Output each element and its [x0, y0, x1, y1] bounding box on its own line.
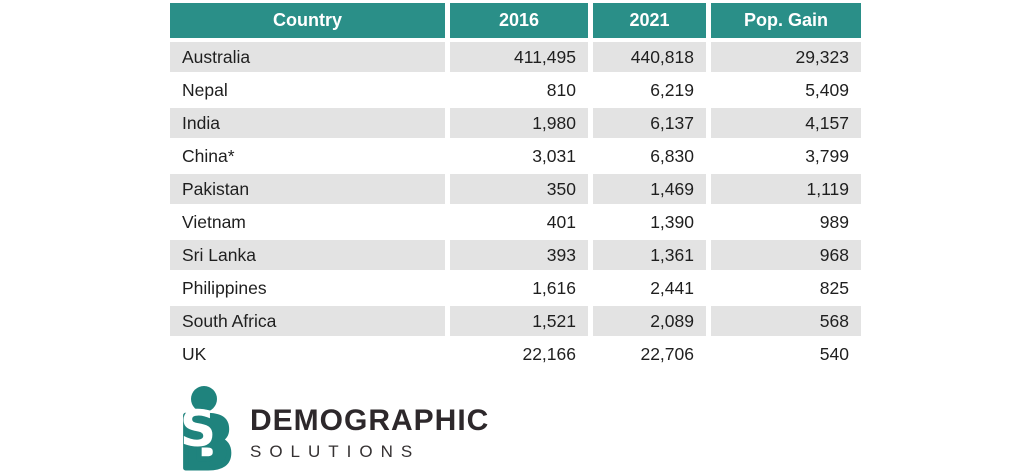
pop-gain-cell: 1,119 [706, 174, 861, 207]
column-header-2016: 2016 [445, 3, 588, 42]
table-row: UK 22,166 22,706 540 [170, 339, 861, 372]
country-cell: Philippines [170, 273, 445, 306]
value-2021-cell: 6,137 [588, 108, 706, 141]
pop-gain-cell: 568 [706, 306, 861, 339]
value-2021-cell: 1,469 [588, 174, 706, 207]
country-cell: Sri Lanka [170, 240, 445, 273]
table-row: Australia 411,495 440,818 29,323 [170, 42, 861, 75]
country-cell: Australia [170, 42, 445, 75]
table-row: Sri Lanka 393 1,361 968 [170, 240, 861, 273]
column-header-pop-gain: Pop. Gain [706, 3, 861, 42]
table-header-row: Country 2016 2021 Pop. Gain [170, 3, 861, 42]
svg-text:B: B [179, 401, 234, 471]
value-2021-cell: 2,441 [588, 273, 706, 306]
table-row: Nepal 810 6,219 5,409 [170, 75, 861, 108]
column-header-country: Country [170, 3, 445, 42]
value-2021-cell: 6,830 [588, 141, 706, 174]
pop-gain-cell: 968 [706, 240, 861, 273]
value-2016-cell: 350 [445, 174, 588, 207]
value-2021-cell: 440,818 [588, 42, 706, 75]
value-2016-cell: 3,031 [445, 141, 588, 174]
country-cell: China* [170, 141, 445, 174]
pop-gain-cell: 825 [706, 273, 861, 306]
table-row: Philippines 1,616 2,441 825 [170, 273, 861, 306]
value-2021-cell: 6,219 [588, 75, 706, 108]
country-cell: Nepal [170, 75, 445, 108]
country-cell: Vietnam [170, 207, 445, 240]
country-cell: Pakistan [170, 174, 445, 207]
value-2021-cell: 1,390 [588, 207, 706, 240]
logo-text: DEMOGRAPHIC SOLUTIONS [250, 386, 489, 461]
table-row: China* 3,031 6,830 3,799 [170, 141, 861, 174]
table-row: Pakistan 350 1,469 1,119 [170, 174, 861, 207]
logo: B S DEMOGRAPHIC SOLUTIONS [177, 386, 489, 471]
value-2016-cell: 393 [445, 240, 588, 273]
value-2016-cell: 22,166 [445, 339, 588, 372]
logo-title: DEMOGRAPHIC [250, 404, 490, 437]
country-cell: UK [170, 339, 445, 372]
country-cell: South Africa [170, 306, 445, 339]
value-2021-cell: 2,089 [588, 306, 706, 339]
table-row: Vietnam 401 1,390 989 [170, 207, 861, 240]
value-2021-cell: 1,361 [588, 240, 706, 273]
country-cell: India [170, 108, 445, 141]
pop-gain-cell: 540 [706, 339, 861, 372]
value-2016-cell: 1,521 [445, 306, 588, 339]
value-2016-cell: 411,495 [445, 42, 588, 75]
pop-gain-cell: 989 [706, 207, 861, 240]
pop-gain-cell: 29,323 [706, 42, 861, 75]
value-2016-cell: 810 [445, 75, 588, 108]
logo-subtitle: SOLUTIONS [250, 442, 421, 461]
pop-gain-cell: 3,799 [706, 141, 861, 174]
value-2016-cell: 1,980 [445, 108, 588, 141]
value-2016-cell: 1,616 [445, 273, 588, 306]
pop-gain-cell: 4,157 [706, 108, 861, 141]
value-2021-cell: 22,706 [588, 339, 706, 372]
table-row: South Africa 1,521 2,089 568 [170, 306, 861, 339]
table-body: Australia 411,495 440,818 29,323 Nepal 8… [170, 42, 861, 372]
svg-text:S: S [180, 400, 216, 458]
person-bs-monogram-icon: B S [177, 386, 239, 471]
population-table: Country 2016 2021 Pop. Gain Australia 41… [170, 3, 861, 372]
table-header: Country 2016 2021 Pop. Gain [170, 3, 861, 42]
value-2016-cell: 401 [445, 207, 588, 240]
column-header-2021: 2021 [588, 3, 706, 42]
table-row: India 1,980 6,137 4,157 [170, 108, 861, 141]
pop-gain-cell: 5,409 [706, 75, 861, 108]
